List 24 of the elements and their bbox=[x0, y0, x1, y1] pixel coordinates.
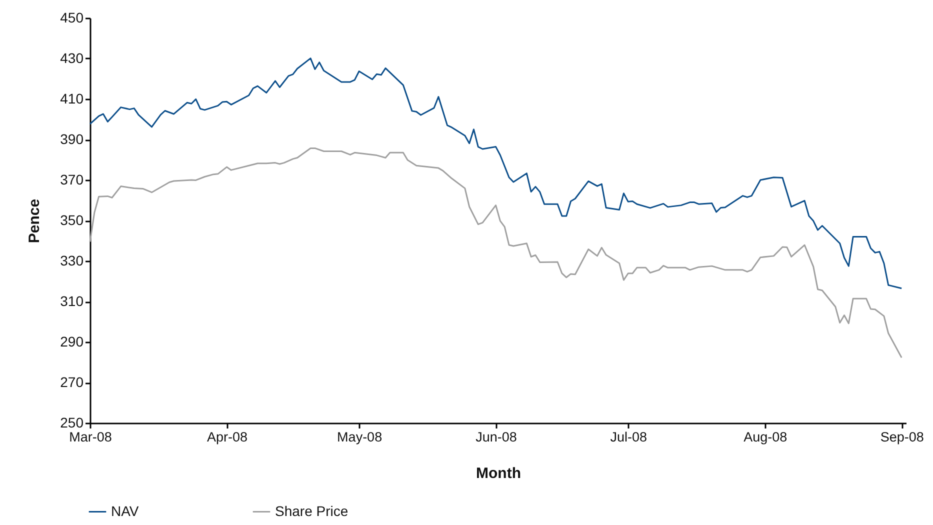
line-series bbox=[89, 58, 902, 290]
y-tick-label: 290 bbox=[60, 334, 84, 350]
x-tick-label: Jun-08 bbox=[476, 430, 517, 444]
x-tick-label: Jul-08 bbox=[610, 430, 648, 444]
x-tick-label: May-08 bbox=[337, 430, 382, 444]
y-tick-label: 450 bbox=[60, 10, 84, 26]
legend-label: Share Price bbox=[275, 502, 348, 519]
x-tick-label: Sep-08 bbox=[880, 430, 924, 444]
y-tick-label: 430 bbox=[60, 50, 84, 66]
x-axis-title: Month bbox=[476, 465, 521, 482]
y-tick-label: 370 bbox=[60, 172, 84, 188]
y-tick-label: 310 bbox=[60, 293, 84, 309]
y-tick-label: 250 bbox=[60, 414, 84, 430]
y-tick-label: 330 bbox=[60, 252, 84, 268]
legend-label: NAV bbox=[111, 502, 140, 519]
y-tick-label: 350 bbox=[60, 212, 84, 228]
y-tick-label: 410 bbox=[60, 90, 84, 106]
y-tick-label: 390 bbox=[60, 131, 84, 147]
line-series bbox=[89, 147, 902, 358]
y-axis-title: Pence bbox=[26, 198, 44, 244]
x-tick-label: Apr-08 bbox=[206, 430, 248, 444]
x-tick-label: Mar-08 bbox=[69, 430, 112, 444]
y-tick-label: 270 bbox=[60, 374, 84, 390]
x-tick-label: Aug-08 bbox=[744, 430, 788, 444]
